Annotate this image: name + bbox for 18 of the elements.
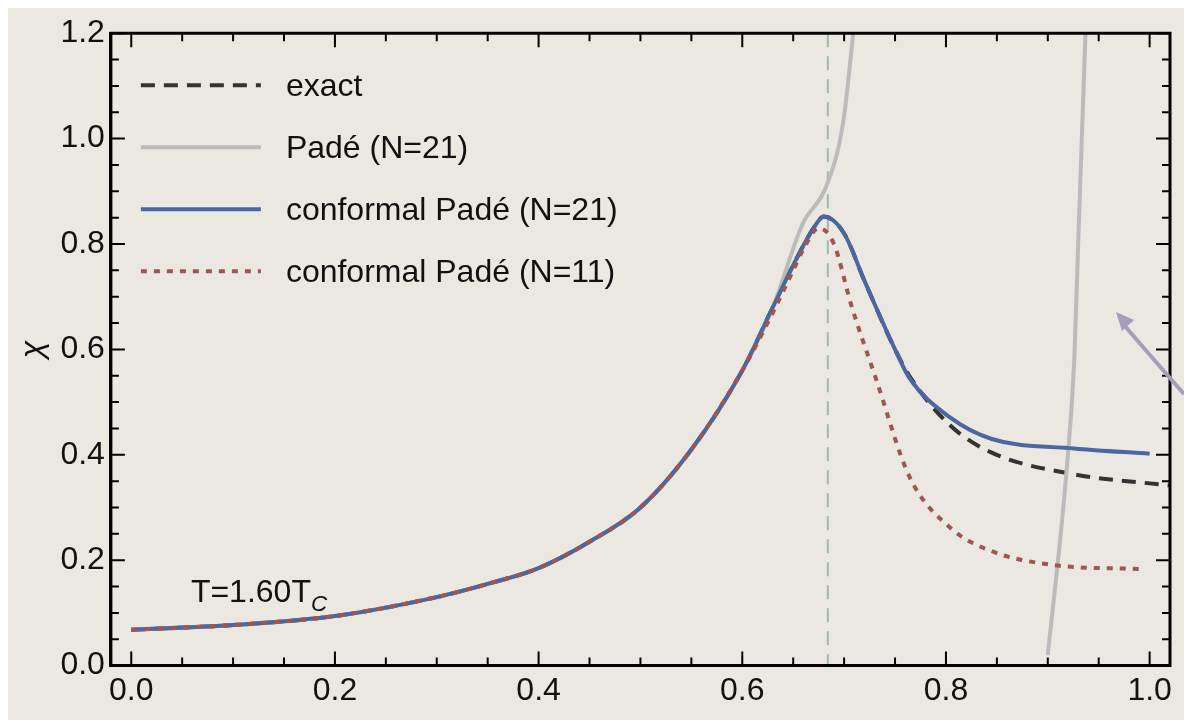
y-tick-label: 0.4: [60, 434, 105, 471]
legend-label: Padé (N=21): [285, 129, 469, 166]
x-tick-label: 0.2: [312, 670, 358, 707]
x-tick-label: 1.0: [1127, 670, 1172, 707]
legend-label: conformal Padé (N=21): [285, 191, 618, 228]
y-tick-label: 0.8: [60, 223, 105, 260]
x-tick-label: 0.8: [923, 670, 969, 707]
legend-label: exact: [285, 67, 363, 104]
y-tick-label: 1.0: [60, 118, 105, 155]
legend-label: conformal Padé (N=11): [285, 253, 616, 290]
x-tick-label: 0.0: [109, 670, 154, 707]
y-axis-title: χ: [13, 340, 50, 362]
y-tick-label: 0.0: [60, 645, 105, 682]
y-tick-label: 1.2: [60, 13, 105, 50]
x-tick-label: 0.6: [720, 670, 765, 707]
y-tick-label: 0.2: [60, 540, 105, 577]
y-tick-label: 0.6: [60, 329, 105, 366]
x-tick-label: 0.4: [516, 670, 561, 707]
